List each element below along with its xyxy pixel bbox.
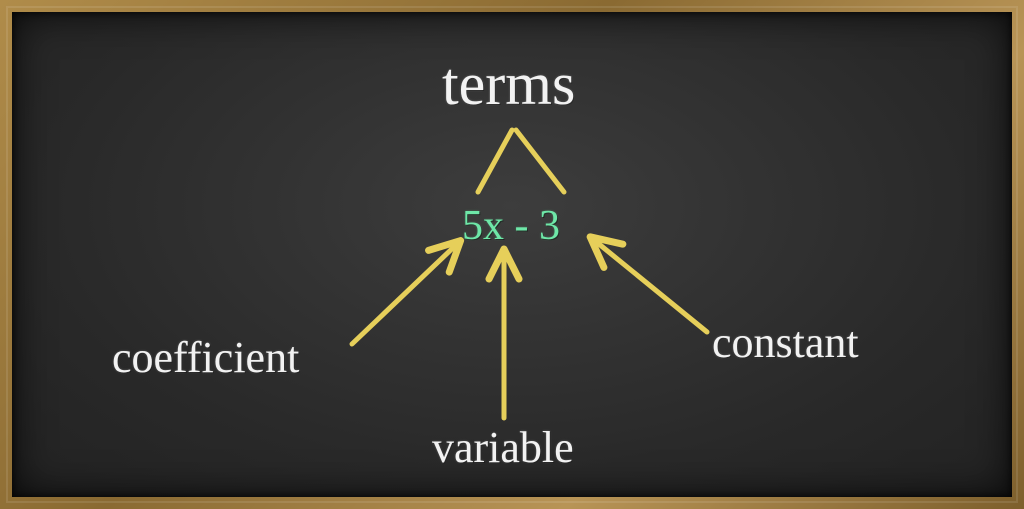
label-constant: constant xyxy=(712,317,859,368)
label-terms: terms xyxy=(442,50,575,119)
expression: 5x - 3 xyxy=(462,202,560,250)
terms-to-5x xyxy=(478,130,512,192)
chalkboard: terms 5x - 3 coefficient variable consta… xyxy=(12,12,1012,497)
terms-to-3 xyxy=(516,130,564,192)
label-variable: variable xyxy=(432,422,574,473)
chalkboard-frame: terms 5x - 3 coefficient variable consta… xyxy=(0,0,1024,509)
expr-constant: 3 xyxy=(539,203,560,249)
expr-variable: x xyxy=(483,203,515,249)
coefficient-arrow xyxy=(352,244,457,344)
constant-arrow xyxy=(594,240,707,332)
expr-operator: - xyxy=(515,203,540,249)
expr-coefficient: 5 xyxy=(462,203,483,249)
label-coefficient: coefficient xyxy=(112,332,299,383)
